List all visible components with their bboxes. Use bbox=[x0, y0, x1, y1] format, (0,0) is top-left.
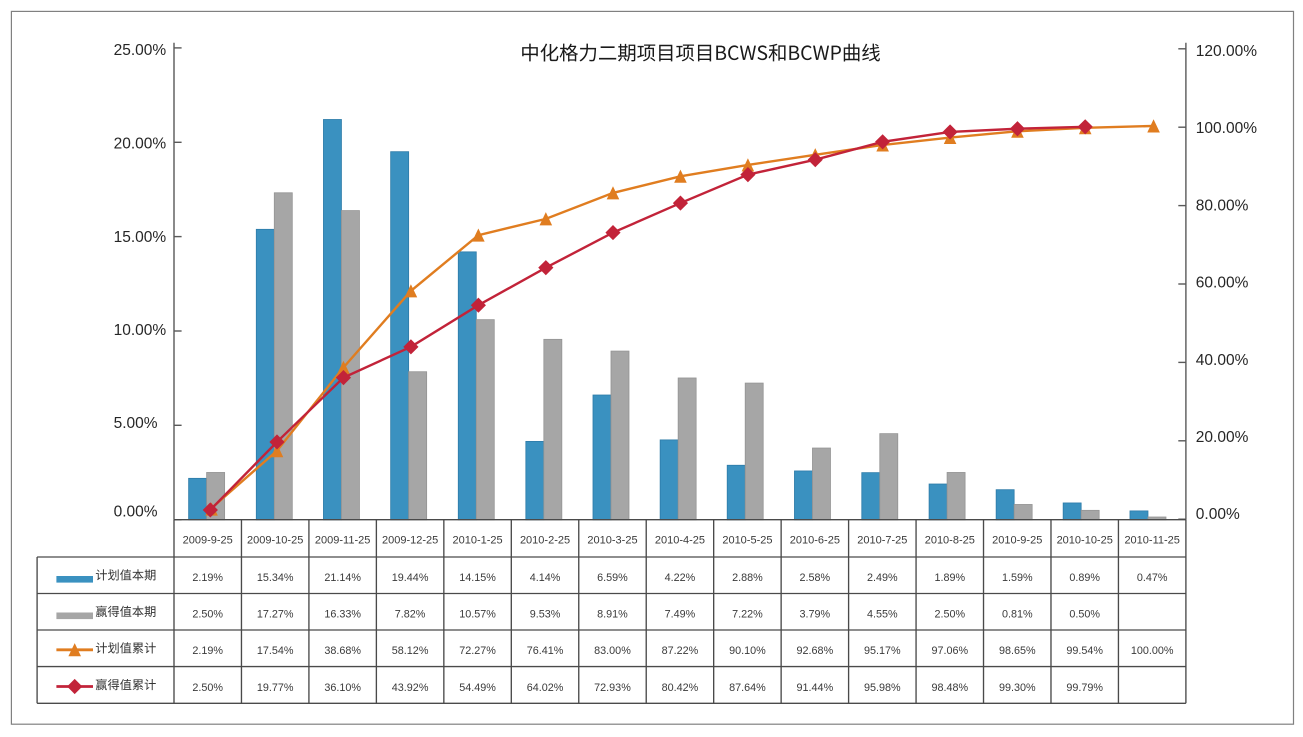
svg-text:2010-8-25: 2010-8-25 bbox=[925, 535, 975, 547]
svg-text:2.88%: 2.88% bbox=[732, 572, 763, 584]
svg-text:38.68%: 38.68% bbox=[324, 645, 361, 657]
svg-text:98.48%: 98.48% bbox=[931, 682, 968, 694]
svg-text:2.50%: 2.50% bbox=[934, 609, 965, 621]
svg-text:2010-10-25: 2010-10-25 bbox=[1057, 535, 1113, 547]
svg-text:2009-9-25: 2009-9-25 bbox=[183, 535, 233, 547]
svg-text:72.27%: 72.27% bbox=[459, 645, 496, 657]
svg-text:9.53%: 9.53% bbox=[530, 609, 561, 621]
svg-text:0.50%: 0.50% bbox=[1069, 609, 1100, 621]
svg-text:6.59%: 6.59% bbox=[597, 572, 628, 584]
svg-text:120.00%: 120.00% bbox=[1196, 43, 1257, 60]
svg-text:2.19%: 2.19% bbox=[192, 572, 223, 584]
svg-text:0.81%: 0.81% bbox=[1002, 609, 1033, 621]
svg-text:2010-4-25: 2010-4-25 bbox=[655, 535, 705, 547]
svg-text:7.82%: 7.82% bbox=[395, 609, 426, 621]
svg-text:15.00%: 15.00% bbox=[114, 229, 167, 246]
svg-text:5.00%: 5.00% bbox=[114, 415, 158, 432]
svg-text:2009-12-25: 2009-12-25 bbox=[382, 535, 438, 547]
svg-text:100.00%: 100.00% bbox=[1196, 120, 1257, 137]
svg-text:25.00%: 25.00% bbox=[114, 42, 167, 59]
svg-text:99.79%: 99.79% bbox=[1066, 682, 1103, 694]
svg-text:87.64%: 87.64% bbox=[729, 682, 766, 694]
svg-text:92.68%: 92.68% bbox=[797, 645, 834, 657]
svg-text:2010-3-25: 2010-3-25 bbox=[587, 535, 637, 547]
svg-text:95.17%: 95.17% bbox=[864, 645, 901, 657]
svg-text:4.22%: 4.22% bbox=[665, 572, 696, 584]
svg-text:64.02%: 64.02% bbox=[527, 682, 564, 694]
svg-text:17.27%: 17.27% bbox=[257, 609, 294, 621]
svg-text:2.58%: 2.58% bbox=[800, 572, 831, 584]
svg-text:95.98%: 95.98% bbox=[864, 682, 901, 694]
svg-text:8.91%: 8.91% bbox=[597, 609, 628, 621]
svg-text:2009-11-25: 2009-11-25 bbox=[315, 535, 370, 547]
svg-text:19.77%: 19.77% bbox=[257, 682, 294, 694]
svg-text:91.44%: 91.44% bbox=[797, 682, 834, 694]
svg-text:58.12%: 58.12% bbox=[392, 645, 429, 657]
svg-text:4.55%: 4.55% bbox=[867, 609, 898, 621]
svg-text:60.00%: 60.00% bbox=[1196, 275, 1249, 292]
svg-text:2.19%: 2.19% bbox=[192, 645, 223, 657]
svg-text:98.65%: 98.65% bbox=[999, 645, 1036, 657]
svg-text:7.22%: 7.22% bbox=[732, 609, 763, 621]
svg-text:2.49%: 2.49% bbox=[867, 572, 898, 584]
svg-text:20.00%: 20.00% bbox=[114, 136, 167, 153]
svg-text:99.30%: 99.30% bbox=[999, 682, 1036, 694]
svg-text:2010-6-25: 2010-6-25 bbox=[790, 535, 840, 547]
svg-text:2010-5-25: 2010-5-25 bbox=[722, 535, 772, 547]
svg-text:97.06%: 97.06% bbox=[931, 645, 968, 657]
svg-text:15.34%: 15.34% bbox=[257, 572, 294, 584]
svg-text:90.10%: 90.10% bbox=[729, 645, 766, 657]
svg-text:17.54%: 17.54% bbox=[257, 645, 294, 657]
svg-text:0.00%: 0.00% bbox=[1196, 506, 1240, 523]
svg-text:2010-9-25: 2010-9-25 bbox=[992, 535, 1042, 547]
svg-text:80.42%: 80.42% bbox=[662, 682, 699, 694]
svg-text:87.22%: 87.22% bbox=[662, 645, 699, 657]
svg-text:10.57%: 10.57% bbox=[459, 609, 496, 621]
svg-text:4.14%: 4.14% bbox=[530, 572, 561, 584]
svg-text:0.89%: 0.89% bbox=[1069, 572, 1100, 584]
svg-text:36.10%: 36.10% bbox=[324, 682, 361, 694]
svg-text:0.00%: 0.00% bbox=[114, 504, 158, 521]
svg-text:2010-11-25: 2010-11-25 bbox=[1124, 535, 1179, 547]
svg-text:83.00%: 83.00% bbox=[594, 645, 631, 657]
svg-text:43.92%: 43.92% bbox=[392, 682, 429, 694]
svg-text:80.00%: 80.00% bbox=[1196, 197, 1249, 214]
svg-text:14.15%: 14.15% bbox=[459, 572, 496, 584]
svg-text:19.44%: 19.44% bbox=[392, 572, 429, 584]
svg-text:2.50%: 2.50% bbox=[192, 682, 223, 694]
svg-text:2010-7-25: 2010-7-25 bbox=[857, 535, 907, 547]
svg-text:2009-10-25: 2009-10-25 bbox=[247, 535, 303, 547]
svg-text:7.49%: 7.49% bbox=[665, 609, 696, 621]
svg-text:2010-1-25: 2010-1-25 bbox=[452, 535, 502, 547]
svg-text:3.79%: 3.79% bbox=[800, 609, 831, 621]
svg-text:21.14%: 21.14% bbox=[324, 572, 361, 584]
svg-text:1.59%: 1.59% bbox=[1002, 572, 1033, 584]
svg-text:76.41%: 76.41% bbox=[527, 645, 564, 657]
svg-text:0.47%: 0.47% bbox=[1137, 572, 1168, 584]
svg-text:10.00%: 10.00% bbox=[114, 322, 167, 339]
svg-text:99.54%: 99.54% bbox=[1066, 645, 1103, 657]
svg-text:40.00%: 40.00% bbox=[1196, 352, 1249, 369]
svg-text:20.00%: 20.00% bbox=[1196, 429, 1249, 446]
svg-text:2.50%: 2.50% bbox=[192, 609, 223, 621]
svg-text:72.93%: 72.93% bbox=[594, 682, 631, 694]
svg-text:2010-2-25: 2010-2-25 bbox=[520, 535, 570, 547]
svg-text:54.49%: 54.49% bbox=[459, 682, 496, 694]
svg-text:16.33%: 16.33% bbox=[324, 609, 361, 621]
svg-text:1.89%: 1.89% bbox=[934, 572, 965, 584]
svg-text:100.00%: 100.00% bbox=[1131, 645, 1174, 657]
